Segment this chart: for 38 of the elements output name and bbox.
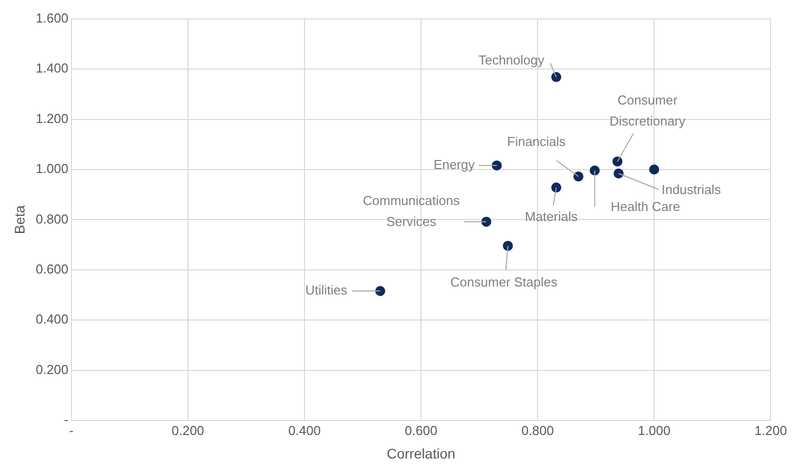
x-axis-title: Correlation	[386, 445, 456, 462]
point	[481, 216, 492, 227]
x-tick-label: 0.400	[288, 422, 321, 438]
x-tick-label: 1.000	[638, 422, 670, 438]
x-tick-label: 0.600	[404, 422, 438, 438]
annotation: Financials	[507, 134, 566, 150]
y-tick-label: -	[64, 412, 68, 428]
annotation: Utilities	[305, 282, 348, 298]
annotation: Communications Services	[362, 192, 460, 229]
point	[573, 172, 584, 182]
annotation: Consumer Discretionary	[610, 92, 686, 129]
point	[492, 160, 502, 170]
point	[649, 164, 660, 174]
annotation: Consumer Staples	[450, 274, 558, 290]
annotation: Health Care	[610, 199, 680, 214]
y-tick-label: 0.200	[36, 362, 68, 377]
annotation: Energy	[434, 157, 476, 172]
y-axis-title: Beta	[11, 205, 28, 234]
annotation: Materials	[524, 209, 578, 224]
y-tick-label: 0.400	[36, 312, 68, 327]
y-tick-label: 1.400	[36, 60, 68, 76]
x-tick-label: 0.200	[172, 422, 204, 438]
y-tick-label: 0.600	[36, 262, 68, 277]
y-tick-label: 1.600	[36, 10, 68, 26]
x-tick-label: 1.200	[754, 422, 788, 438]
point	[612, 156, 622, 166]
annotation: Industrials	[662, 182, 722, 198]
y-tick-label: 1.000	[36, 161, 68, 176]
point	[375, 286, 386, 296]
y-tick-label: 0.800	[36, 211, 68, 226]
point	[614, 168, 624, 178]
annotation: Technology	[478, 52, 545, 68]
point	[590, 165, 600, 176]
point	[551, 72, 562, 82]
x-tick-label: 0.800	[521, 422, 554, 438]
point	[502, 240, 513, 251]
y-tick-label: 1.200	[36, 110, 68, 126]
point	[551, 182, 562, 193]
